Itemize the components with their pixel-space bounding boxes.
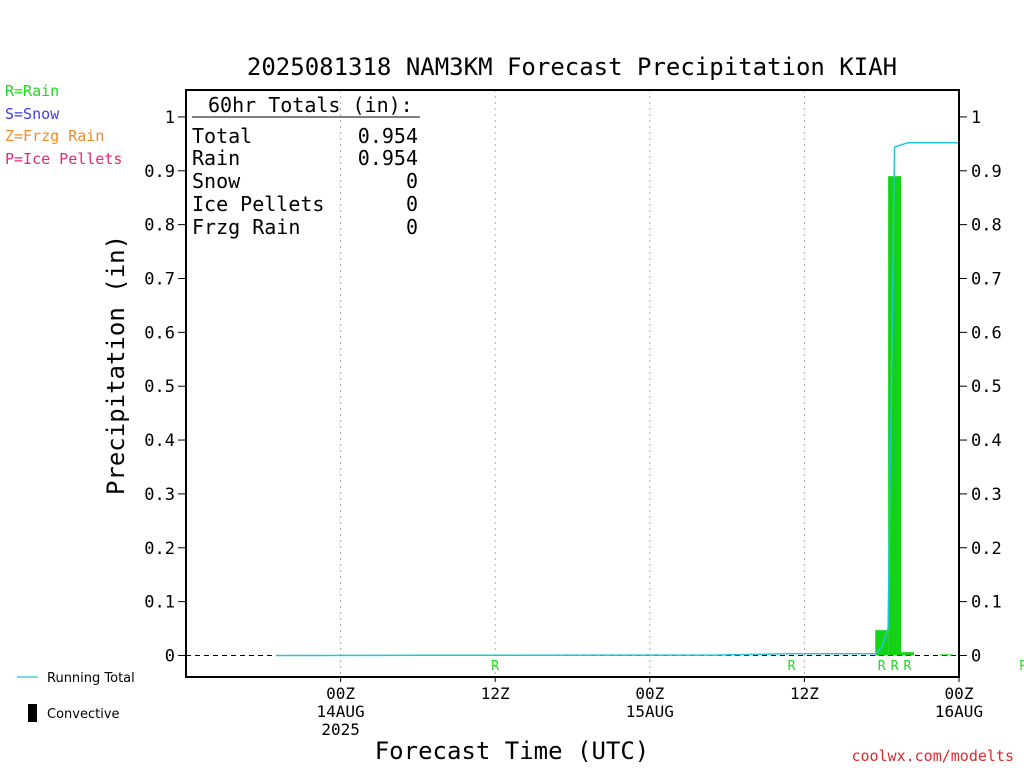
totals-frzg-rain-label: Frzg Rain [192, 215, 300, 239]
x-tick-label: 12Z [790, 684, 819, 703]
y-tick-label-left: 0.7 [144, 269, 175, 289]
y-axis-right: 0 0.1 0.2 0.3 0.4 0.5 0.6 0.7 0.8 0.9 1 [959, 108, 1002, 666]
convective-legend-swatch [28, 704, 37, 722]
totals-ice-pellets-label: Ice Pellets [192, 192, 324, 216]
chart-title: 2025081318 NAM3KM Forecast Precipitation… [247, 53, 897, 81]
y-tick-label-left: 0.2 [144, 539, 175, 559]
x-tick-label: 00Z [326, 684, 355, 703]
y-tick-label-left: 0.3 [144, 485, 175, 505]
ptype-marker: R [904, 659, 912, 674]
y-tick-label-left: 0.9 [144, 162, 175, 182]
precip-bars [875, 176, 953, 656]
y-tick-label-right: 0.7 [971, 269, 1002, 289]
y-tick-label-right: 0.2 [971, 539, 1002, 559]
ptype-legend: R=Rain S=Snow Z=Frzg Rain P=Ice Pellets [5, 82, 122, 168]
precip-bar [888, 176, 902, 656]
legend-ice-pellets: P=Ice Pellets [5, 150, 122, 168]
totals-total-label: Total [192, 124, 252, 148]
y-tick-label-left: 0.4 [144, 431, 175, 451]
x-tick-label: 2025 [321, 720, 360, 739]
totals-rain-label: Rain [192, 146, 240, 170]
totals-frzg-rain-value: 0 [406, 215, 418, 239]
y-tick-label-right: 0 [971, 646, 981, 666]
running-total-layer [276, 141, 960, 657]
y-tick-label-left: 1 [165, 108, 175, 128]
ptype-marker: R [491, 659, 499, 674]
x-tick-label: 16AUG [935, 702, 983, 721]
totals-snow-label: Snow [192, 169, 241, 193]
convective-legend-label: Convective [47, 707, 120, 722]
totals-rain-value: 0.954 [358, 146, 418, 170]
totals-box: 60hr Totals (in): Total 0.954 Rain 0.954… [192, 93, 420, 239]
y-tick-label-left: 0.8 [144, 216, 175, 236]
y-tick-label-left: 0.6 [144, 323, 175, 343]
legend-rain: R=Rain [5, 82, 59, 100]
y-tick-label-left: 0 [165, 646, 175, 666]
ptype-marker: R [1020, 659, 1024, 674]
x-tick-label: 12Z [481, 684, 510, 703]
x-tick-label: 15AUG [626, 702, 674, 721]
ptype-marker: R [788, 659, 796, 674]
x-axis-title: Forecast Time (UTC) [375, 737, 650, 765]
ptype-marker: R [878, 659, 886, 674]
y-tick-label-right: 0.5 [971, 377, 1002, 397]
plot-frame [185, 89, 960, 678]
x-tick-label: 14AUG [317, 702, 365, 721]
y-tick-label-right: 0.4 [971, 431, 1002, 451]
vertical-gridlines [186, 90, 959, 677]
y-tick-label-right: 0.9 [971, 162, 1002, 182]
x-tick-label: 00Z [945, 684, 974, 703]
y-tick-label-right: 0.1 [971, 593, 1002, 613]
credit-link[interactable]: coolwx.com/modelts [851, 747, 1014, 765]
legend-frzg-rain: Z=Frzg Rain [5, 127, 104, 145]
precip-bar [901, 652, 914, 656]
y-axis-title: Precipitation (in) [102, 235, 130, 495]
running-total-line [276, 141, 960, 657]
legend-snow: S=Snow [5, 105, 60, 123]
totals-total-value: 0.954 [358, 124, 418, 148]
y-axis-left: 0 0.1 0.2 0.3 0.4 0.5 0.6 0.7 0.8 0.9 1 [144, 108, 186, 666]
totals-ice-pellets-value: 0 [406, 192, 418, 216]
x-tick-label: 00Z [635, 684, 664, 703]
y-tick-label-left: 0.5 [144, 377, 175, 397]
series-legend: Running Total Convective [17, 671, 135, 722]
y-tick-label-left: 0.1 [144, 593, 175, 613]
totals-heading: 60hr Totals (in): [208, 93, 413, 117]
y-tick-label-right: 0.3 [971, 485, 1002, 505]
precip-bar [939, 654, 953, 656]
ptype-marker: R [891, 659, 899, 674]
y-tick-label-right: 1 [971, 108, 981, 128]
totals-snow-value: 0 [406, 169, 418, 193]
y-tick-label-right: 0.6 [971, 323, 1002, 343]
running-total-legend-label: Running Total [47, 671, 135, 686]
y-tick-label-right: 0.8 [971, 216, 1002, 236]
